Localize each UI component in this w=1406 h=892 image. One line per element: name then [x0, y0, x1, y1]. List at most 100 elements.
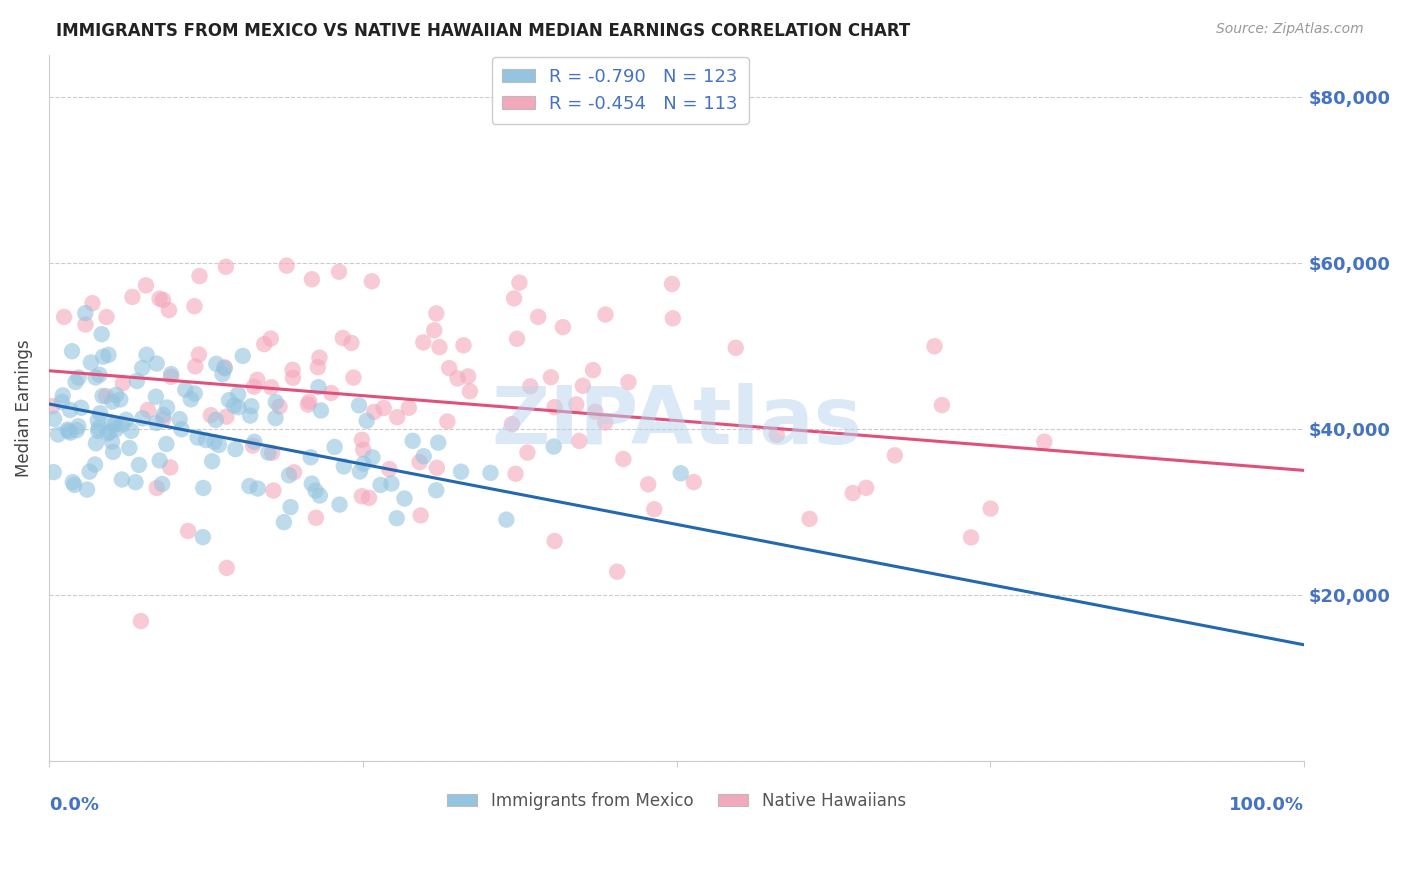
Point — [394, 491, 416, 506]
Point — [242, 439, 264, 453]
Point — [80, 355, 103, 369]
Point — [595, 308, 617, 322]
Point — [84, 436, 107, 450]
Point — [264, 395, 287, 409]
Point — [202, 435, 225, 450]
Point — [453, 338, 475, 352]
Point — [60, 344, 83, 359]
Point — [540, 370, 562, 384]
Point — [855, 481, 877, 495]
Point — [56, 423, 79, 437]
Point — [238, 479, 260, 493]
Point — [145, 416, 167, 430]
Point — [75, 306, 97, 320]
Point — [129, 614, 152, 628]
Point — [184, 386, 207, 401]
Point — [228, 401, 250, 415]
Point — [458, 384, 481, 399]
Point — [662, 311, 685, 326]
Point — [243, 379, 266, 393]
Point — [149, 453, 172, 467]
Point — [58, 424, 80, 438]
Point — [446, 371, 468, 385]
Point — [63, 478, 86, 492]
Point — [146, 481, 169, 495]
Point — [479, 466, 502, 480]
Point — [70, 401, 93, 415]
Point — [1033, 434, 1056, 449]
Point — [67, 370, 90, 384]
Point — [253, 337, 276, 351]
Point — [506, 332, 529, 346]
Point — [350, 433, 373, 447]
Point — [84, 458, 107, 472]
Point — [342, 370, 364, 384]
Point — [52, 388, 75, 402]
Point — [328, 498, 350, 512]
Point — [501, 417, 523, 431]
Point — [159, 460, 181, 475]
Point — [42, 411, 65, 425]
Point — [51, 395, 73, 409]
Point — [53, 310, 76, 324]
Point — [41, 399, 63, 413]
Point — [79, 465, 101, 479]
Point — [191, 530, 214, 544]
Point — [283, 465, 305, 479]
Point — [543, 440, 565, 454]
Point — [305, 510, 328, 524]
Point — [682, 475, 704, 489]
Point — [89, 368, 111, 382]
Point — [121, 290, 143, 304]
Point — [412, 335, 434, 350]
Point — [402, 434, 425, 448]
Point — [157, 303, 180, 318]
Point — [215, 260, 238, 274]
Point — [148, 292, 170, 306]
Point — [669, 467, 692, 481]
Point — [214, 361, 236, 376]
Point — [412, 450, 434, 464]
Point — [111, 473, 134, 487]
Point — [240, 399, 263, 413]
Point — [128, 458, 150, 472]
Point — [508, 276, 530, 290]
Point — [125, 374, 148, 388]
Point — [373, 401, 395, 415]
Point — [593, 416, 616, 430]
Point — [398, 401, 420, 415]
Point — [308, 351, 330, 365]
Point — [174, 383, 197, 397]
Y-axis label: Median Earnings: Median Earnings — [15, 339, 32, 477]
Point — [583, 405, 606, 419]
Point — [307, 380, 329, 394]
Point — [96, 426, 118, 441]
Point — [180, 392, 202, 407]
Point — [308, 489, 330, 503]
Point — [409, 508, 432, 523]
Point — [87, 421, 110, 435]
Point — [84, 370, 107, 384]
Point — [426, 460, 449, 475]
Point — [357, 491, 380, 505]
Point — [111, 376, 134, 391]
Point — [98, 425, 121, 439]
Point — [841, 486, 863, 500]
Point — [131, 411, 153, 425]
Point — [571, 379, 593, 393]
Point — [124, 475, 146, 490]
Point — [65, 375, 87, 389]
Point — [425, 483, 447, 498]
Point — [115, 413, 138, 427]
Point — [931, 398, 953, 412]
Point — [356, 414, 378, 428]
Point — [543, 400, 565, 414]
Point — [87, 424, 110, 438]
Point — [262, 483, 284, 498]
Point — [565, 397, 588, 411]
Point — [527, 310, 550, 324]
Point — [883, 448, 905, 462]
Point — [495, 513, 517, 527]
Point — [211, 367, 233, 381]
Point — [551, 320, 574, 334]
